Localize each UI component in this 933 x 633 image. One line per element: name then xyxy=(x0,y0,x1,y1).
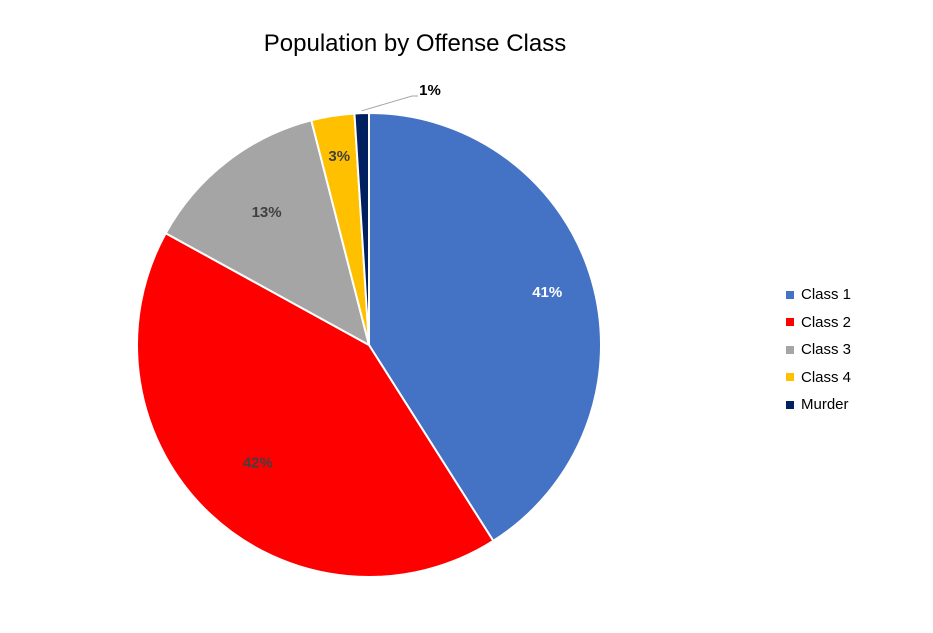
data-label-class-1: 41% xyxy=(532,284,562,301)
legend-item-class-2: Class 2 xyxy=(786,309,851,337)
leader-lines xyxy=(361,95,418,112)
data-label-murder: 1% xyxy=(419,82,441,99)
legend-item-class-4: Class 4 xyxy=(786,364,851,392)
legend-swatch xyxy=(786,290,794,299)
legend-item-murder: Murder xyxy=(786,391,851,419)
legend-label: Class 1 xyxy=(801,286,852,304)
data-label-class-4: 3% xyxy=(328,148,350,165)
legend-item-class-3: Class 3 xyxy=(786,336,851,364)
pie-slice-murder xyxy=(353,111,370,346)
legend-swatch xyxy=(786,345,794,354)
legend-label: Murder xyxy=(801,396,849,414)
legend-label: Class 4 xyxy=(801,368,852,386)
pie-slices xyxy=(136,111,602,578)
legend-swatch xyxy=(786,318,794,327)
leader-line-murder xyxy=(361,95,418,112)
data-label-class-3: 13% xyxy=(252,204,282,221)
slice-labels: 41% 42% 13% 3% 1% xyxy=(243,82,562,471)
chart-title: Population by Offense Class xyxy=(263,30,567,57)
legend-label: Class 2 xyxy=(801,313,852,331)
legend-swatch xyxy=(786,400,794,409)
pie-slice-class-2 xyxy=(136,231,495,578)
legend: Class 1 Class 2 Class 3 Class 4 Murder xyxy=(786,281,851,419)
data-label-class-2: 42% xyxy=(243,454,273,471)
pie-slice-class-3 xyxy=(164,119,371,347)
legend-item-class-1: Class 1 xyxy=(786,281,851,309)
pie-slice-class-1 xyxy=(368,111,602,543)
legend-swatch xyxy=(786,373,794,382)
legend-label: Class 3 xyxy=(801,341,852,359)
